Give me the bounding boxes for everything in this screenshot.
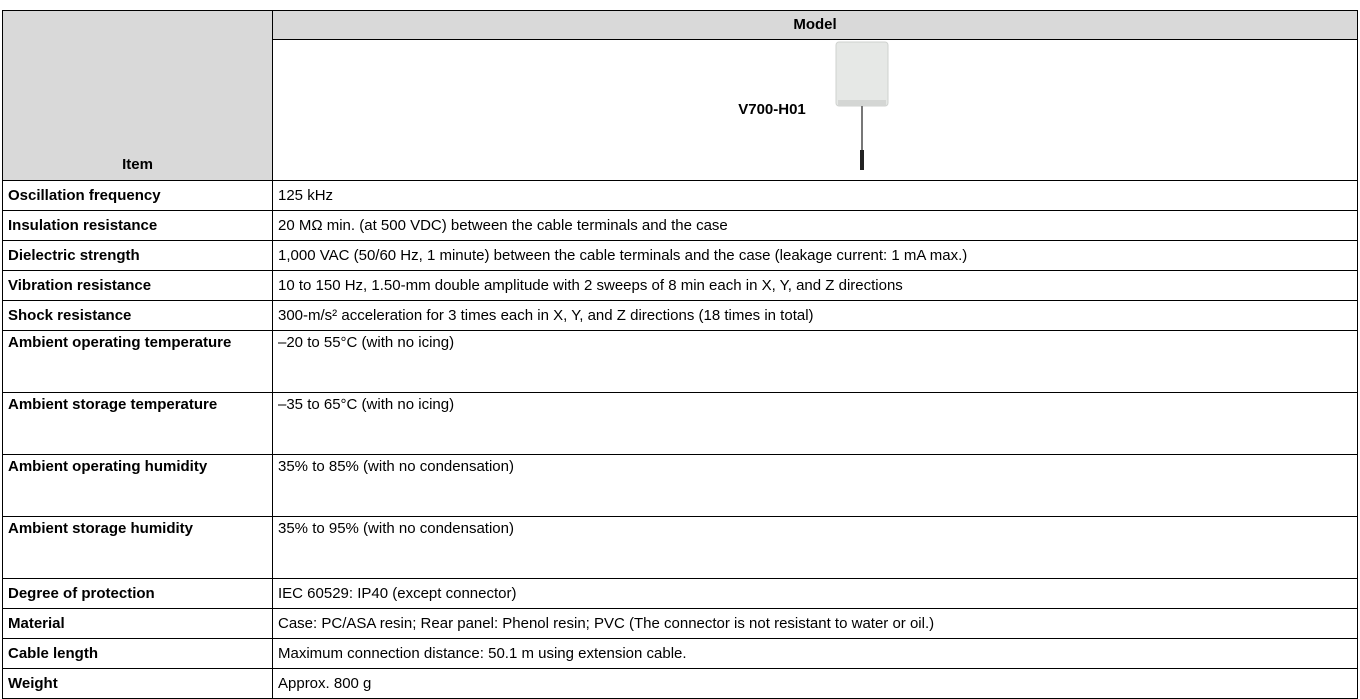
item-name: Ambient operating humidity [2, 454, 273, 517]
item-value: –35 to 65°C (with no icing) [272, 392, 1358, 455]
model-name: V700-H01 [738, 101, 806, 118]
item-value: 35% to 95% (with no condensation) [272, 516, 1358, 579]
spec-row: Dielectric strength 1,000 VAC (50/60 Hz, … [2, 240, 1358, 271]
item-value: Approx. 800 g [272, 668, 1358, 699]
item-name: Cable length [2, 638, 273, 669]
item-name: Oscillation frequency [2, 180, 273, 211]
item-value: 1,000 VAC (50/60 Hz, 1 minute) between t… [272, 240, 1358, 271]
item-name: Degree of protection [2, 578, 273, 609]
item-name: Dielectric strength [2, 240, 273, 271]
item-value: Case: PC/ASA resin; Rear panel: Phenol r… [272, 608, 1358, 639]
item-value: 125 kHz [272, 180, 1358, 211]
spec-row: Insulation resistance 20 MΩ min. (at 500 … [2, 210, 1358, 241]
item-name: Insulation resistance [2, 210, 273, 241]
item-value: 20 MΩ min. (at 500 VDC) between the cabl… [272, 210, 1358, 241]
spec-row: Degree of protection IEC 60529: IP40 (exc… [2, 578, 1358, 609]
model-cell: V700-H01 [272, 39, 1358, 181]
item-name: Vibration resistance [2, 270, 273, 301]
spec-row: Ambient storage temperature –35 to 65°C (… [2, 392, 1358, 455]
item-value: 35% to 85% (with no condensation) [272, 454, 1358, 517]
item-value: Maximum connection distance: 50.1 m usin… [272, 638, 1358, 669]
spec-table: Item Model V700-H01 Oscillation frequenc… [2, 10, 1358, 699]
spec-row: Cable length Maximum connection distance:… [2, 638, 1358, 669]
product-image [835, 41, 889, 170]
item-header: Item [2, 10, 273, 181]
item-name: Ambient storage humidity [2, 516, 273, 579]
item-value: IEC 60529: IP40 (except connector) [272, 578, 1358, 609]
item-value: 300-m/s² acceleration for 3 times each i… [272, 300, 1358, 331]
rows: Oscillation frequency 125 kHz Insulation r… [2, 180, 1358, 699]
spec-row: Material Case: PC/ASA resin; Rear panel: … [2, 608, 1358, 639]
spec-row: Weight Approx. 800 g [2, 668, 1358, 699]
spec-row: Oscillation frequency 125 kHz [2, 180, 1358, 211]
item-name: Weight [2, 668, 273, 699]
item-name: Material [2, 608, 273, 639]
model-header: Model [272, 10, 1358, 40]
page: Item Model V700-H01 Oscillation frequenc… [2, 10, 1358, 699]
item-value: 10 to 150 Hz, 1.50-mm double amplitude w… [272, 270, 1358, 301]
spec-row: Shock resistance 300-m/s² acceleration fo… [2, 300, 1358, 331]
spec-row: Ambient operating humidity 35% to 85% (wi… [2, 454, 1358, 517]
item-name: Shock resistance [2, 300, 273, 331]
spec-row: Ambient storage humidity 35% to 95% (with… [2, 516, 1358, 579]
spec-row: Ambient operating temperature –20 to 55°C… [2, 330, 1358, 393]
item-name: Ambient storage temperature [2, 392, 273, 455]
item-name: Ambient operating temperature [2, 330, 273, 393]
item-value: –20 to 55°C (with no icing) [272, 330, 1358, 393]
spec-row: Vibration resistance 10 to 150 Hz, 1.50-m… [2, 270, 1358, 301]
product: V700-H01 [738, 40, 892, 180]
